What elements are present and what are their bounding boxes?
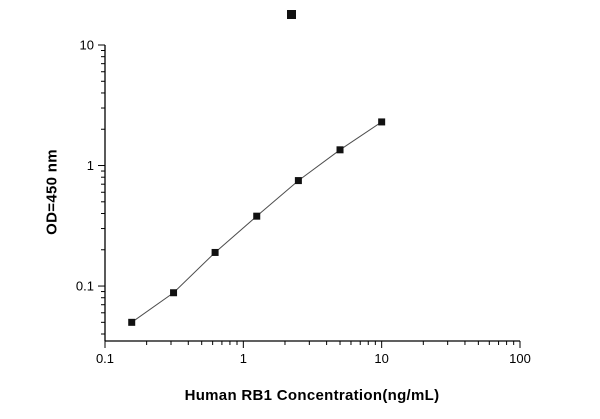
y-tick-label: 1 [87,158,94,173]
series-marker-icon [287,10,296,19]
data-point-marker [294,177,302,185]
x-axis-title: Human RB1 Concentration(ng/mL) [184,387,440,404]
x-tick-label: 10 [374,351,388,366]
x-tick-label: 1 [240,351,247,366]
data-point-marker [378,118,386,126]
x-tick-label: 100 [509,351,531,366]
y-tick-label: 0.1 [76,279,94,294]
series-line [131,121,382,323]
x-tick-label: 0.1 [96,351,114,366]
data-point-marker [336,146,344,154]
data-point-marker [170,289,178,297]
y-axis-title: OD=450 nm [43,149,61,235]
data-point-marker [128,318,136,326]
data-point-marker [253,212,261,220]
y-tick-label: 10 [80,38,94,53]
data-point-marker [211,248,219,256]
